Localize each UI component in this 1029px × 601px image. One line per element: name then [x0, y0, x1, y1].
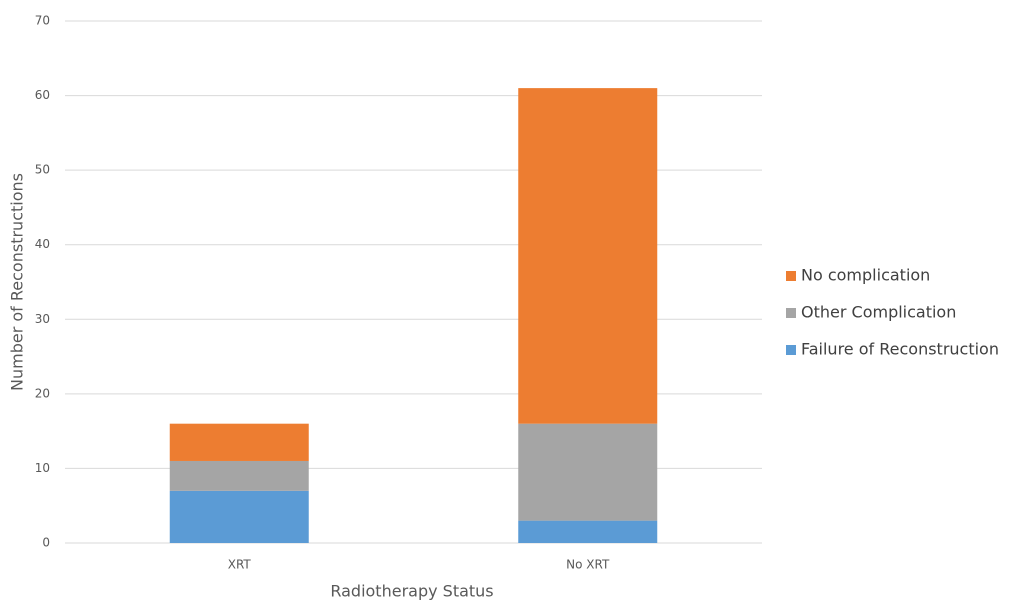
- bar-segment: [169, 490, 309, 543]
- bar-segment: [518, 88, 658, 424]
- x-tick-label: XRT: [228, 558, 252, 572]
- y-tick-label: 10: [35, 461, 50, 475]
- bar-segment: [518, 423, 658, 521]
- bar-segment: [518, 520, 658, 543]
- y-tick-label: 20: [35, 386, 50, 400]
- y-tick-label: 0: [42, 536, 50, 550]
- y-tick-label: 40: [35, 237, 50, 251]
- y-tick-label: 50: [35, 163, 50, 177]
- legend-swatch: [786, 271, 796, 281]
- y-axis-title: Number of Reconstructions: [8, 173, 27, 391]
- x-axis-title: Radiotherapy Status: [330, 582, 493, 601]
- legend-swatch: [786, 308, 796, 318]
- legend-swatch: [786, 345, 796, 355]
- legend-label: No complication: [801, 266, 930, 285]
- y-tick-label: 70: [35, 14, 50, 28]
- legend-label: Failure of Reconstruction: [801, 340, 999, 359]
- bar-segment: [169, 423, 309, 461]
- y-tick-label: 60: [35, 88, 50, 102]
- y-tick-label: 30: [35, 312, 50, 326]
- x-tick-label: No XRT: [566, 558, 610, 572]
- bar-segment: [169, 460, 309, 491]
- legend-label: Other Complication: [801, 303, 956, 322]
